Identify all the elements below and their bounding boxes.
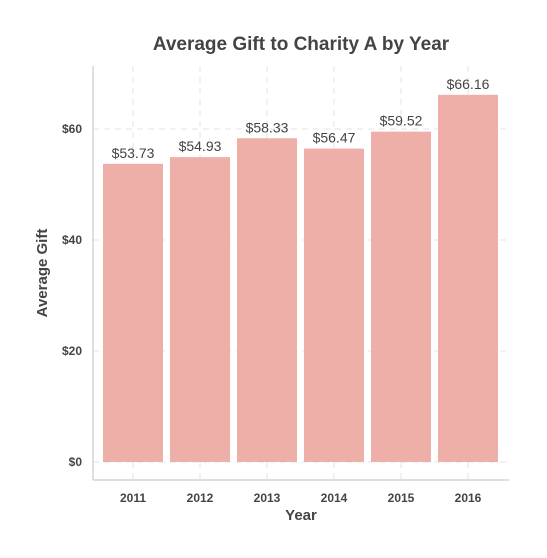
bar-value-label: $59.52 [380,113,423,129]
bar-value-label: $56.47 [313,130,356,146]
y-tick-label: $20 [62,344,82,358]
x-axis-label: Year [285,507,317,524]
bar-value-label: $53.73 [112,145,155,161]
x-tick-label: 2011 [120,491,146,505]
bar-value-label: $66.16 [447,76,490,92]
x-tick-label: 2012 [187,491,214,505]
bar [438,94,498,462]
x-tick-label: 2016 [455,491,482,505]
data-labels: $53.73 $54.93 $58.33 $56.47 $59.52 $66.16 [112,76,490,161]
bar [103,163,163,462]
x-tick-label: 2013 [254,491,281,505]
bars [103,94,498,463]
y-axis-label: Average Gift [34,229,51,318]
bar [237,138,297,462]
y-tick-labels: $0 $20 $40 $60 [62,122,82,469]
bar-value-label: $54.93 [179,138,222,154]
y-tick-label: $60 [62,122,82,136]
bar [170,157,230,463]
chart-title: Average Gift to Charity A by Year [153,34,450,55]
bar [371,131,431,462]
x-tick-labels: 2011 2012 2013 2014 2015 2016 [120,491,482,505]
x-tick-label: 2015 [388,491,415,505]
bar [304,148,364,463]
bar-value-label: $58.33 [246,119,289,135]
y-tick-label: $40 [62,233,82,247]
y-tick-label: $0 [69,455,83,469]
x-tick-label: 2014 [321,491,348,505]
